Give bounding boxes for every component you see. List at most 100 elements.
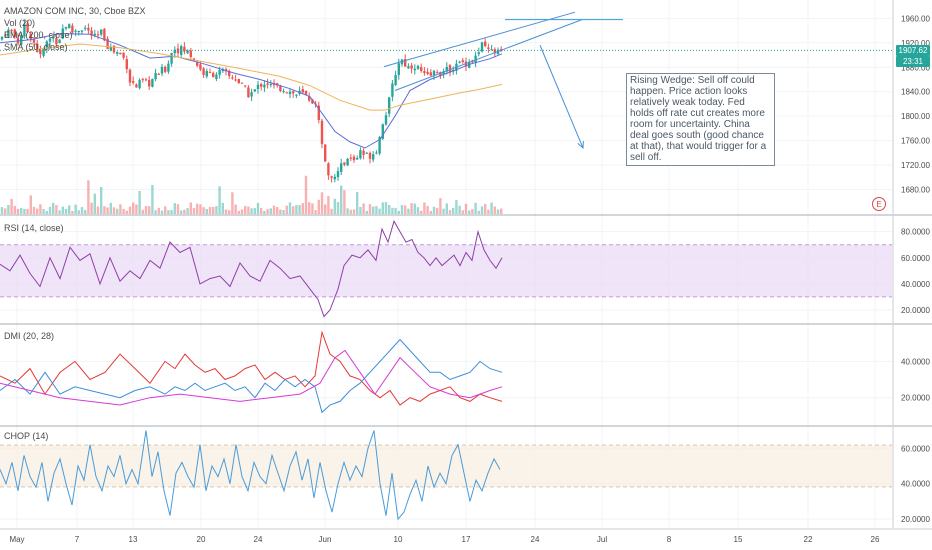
volume-bar [4, 208, 7, 214]
candle-body [119, 52, 122, 55]
volume-bar [36, 208, 39, 214]
volume-bar [416, 207, 420, 214]
time-axis: May 7 13 20 24 Jun 10 17 24 Jul 8 15 22 26 [9, 535, 880, 544]
time-tick-label: 24 [254, 535, 263, 544]
candle-body [436, 72, 439, 74]
volume-bar [192, 208, 196, 214]
drawing-tools[interactable] [383, 11, 623, 150]
projection-arrow-head [577, 140, 584, 150]
volume-bar [32, 206, 36, 214]
volume-bar [215, 206, 218, 214]
volume-bar [253, 208, 256, 214]
volume-bar [29, 195, 32, 214]
candle-body [71, 25, 74, 33]
candle-body [180, 46, 183, 55]
candle-body [368, 152, 372, 159]
volume-bar [183, 209, 186, 214]
volume-bar [458, 205, 461, 214]
candle-body [240, 82, 244, 84]
volume-bar [378, 208, 381, 214]
projection-arrow-shaft [539, 45, 584, 149]
candle-body [250, 92, 253, 97]
candle-body [29, 33, 32, 39]
candle-body [493, 49, 496, 54]
volume-bar [125, 210, 128, 214]
candle-body [52, 36, 55, 39]
candle-body [381, 124, 384, 139]
candle-body [260, 83, 263, 87]
volume-bar [320, 192, 324, 214]
volume-bar [362, 203, 365, 214]
axis-tick-label: 20.0000 [901, 306, 930, 315]
candle-body [148, 80, 151, 87]
earnings-badge[interactable]: E [872, 197, 886, 211]
candle-body [445, 66, 448, 72]
sma-line [0, 43, 503, 111]
volume-bar [228, 210, 231, 214]
candle-body [0, 36, 4, 40]
wedge-upper-line [383, 11, 576, 68]
legend-rsi[interactable]: RSI (14, close) [4, 223, 64, 233]
volume-bar [375, 206, 378, 214]
candle-body [128, 69, 132, 83]
candle-body [144, 79, 148, 81]
candle-body [266, 83, 269, 85]
legend-dmi[interactable]: DMI (20, 28) [4, 331, 54, 341]
candle-body [304, 90, 308, 95]
volume-bar [90, 202, 93, 214]
adx-line [0, 349, 503, 406]
volume-bar [448, 210, 452, 214]
candle-body [378, 137, 381, 154]
legend-sma[interactable]: SMA (50, close) [4, 42, 68, 52]
indicator-band [0, 445, 892, 487]
axis-tick-label: 20.0000 [901, 515, 930, 524]
candle-body [480, 42, 484, 52]
volume-bar [282, 210, 285, 214]
candle-body [87, 27, 90, 31]
volume-bar [52, 202, 55, 214]
time-tick-label: Jul [597, 535, 607, 544]
candle-body [167, 63, 170, 72]
volume-bar [397, 210, 400, 214]
legend-ema[interactable]: EMA (200, close) [4, 30, 73, 40]
chart-title[interactable]: AMAZON COM INC, 30, Cboe BZX [4, 6, 146, 16]
volume-bar [260, 207, 263, 214]
candle-body [244, 85, 247, 87]
rising-wedge-note[interactable]: Rising Wedge: Sell off could happen. Pri… [626, 73, 775, 166]
volume-bar [349, 209, 352, 214]
legend-volume[interactable]: Vol (20) [4, 18, 35, 28]
price-axes: 1680.00 1720.00 1760.00 1800.00 1840.00 1880.… [892, 0, 930, 528]
volume-bar [461, 210, 464, 214]
ema-line [0, 33, 503, 149]
time-tick-label: 26 [871, 535, 880, 544]
volume-bar [240, 209, 244, 214]
volume-bar [20, 207, 23, 214]
last-price-tag: 1907.62 [896, 45, 930, 57]
candle-body [218, 70, 221, 75]
volume-bar [381, 202, 384, 214]
wedge-lower-line [394, 19, 583, 91]
candle-body [352, 156, 356, 161]
candle-body [170, 52, 173, 64]
candle-body [288, 91, 292, 95]
volume-bar [74, 204, 77, 214]
volume-bar [388, 204, 391, 214]
candle-body [196, 62, 199, 66]
volume-bar [301, 203, 304, 214]
candle-body [324, 144, 327, 162]
axis-tick-label: 1760.00 [901, 137, 930, 146]
legend-chop[interactable]: CHOP (14) [4, 431, 48, 441]
candle-body [336, 171, 340, 178]
volume-bar [144, 205, 148, 214]
volume-bar [61, 206, 64, 214]
axis-tick-label: 40.0000 [901, 280, 930, 289]
candle-body [407, 66, 410, 69]
candle-body [397, 63, 400, 75]
candle-body [68, 24, 71, 29]
volume-bar [84, 209, 87, 214]
candle-body [234, 79, 237, 81]
volume-bar [45, 210, 48, 214]
candle-body [420, 67, 423, 71]
candle-body [388, 97, 391, 114]
